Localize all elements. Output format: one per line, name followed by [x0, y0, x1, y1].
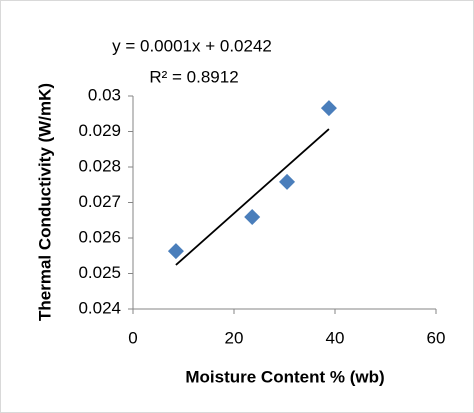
- point: [167, 243, 184, 260]
- x-axis-label: Moisture Content % (wb): [185, 367, 384, 386]
- x-tick-label: 0: [128, 328, 137, 347]
- x-tick-label: 40: [326, 328, 345, 347]
- y-tick-label: 0.027: [78, 192, 121, 211]
- point: [244, 209, 261, 226]
- y-tick-label: 0.029: [78, 121, 121, 140]
- point: [320, 100, 337, 117]
- r-squared: R² = 0.8912: [149, 67, 238, 86]
- y-tick-label: 0.03: [88, 85, 121, 104]
- trend-equation: y = 0.0001x + 0.0242: [112, 36, 272, 55]
- y-tick-label: 0.028: [78, 156, 121, 175]
- y-tick-label: 0.024: [78, 298, 121, 317]
- y-axis-label: Thermal Conductivity (W/mK): [35, 83, 54, 321]
- trendline: [175, 128, 330, 266]
- x-tick-label: 60: [427, 328, 446, 347]
- point: [279, 173, 296, 190]
- x-tick-label: 20: [225, 328, 244, 347]
- y-tick-label: 0.025: [78, 263, 121, 282]
- y-tick-label: 0.026: [78, 227, 121, 246]
